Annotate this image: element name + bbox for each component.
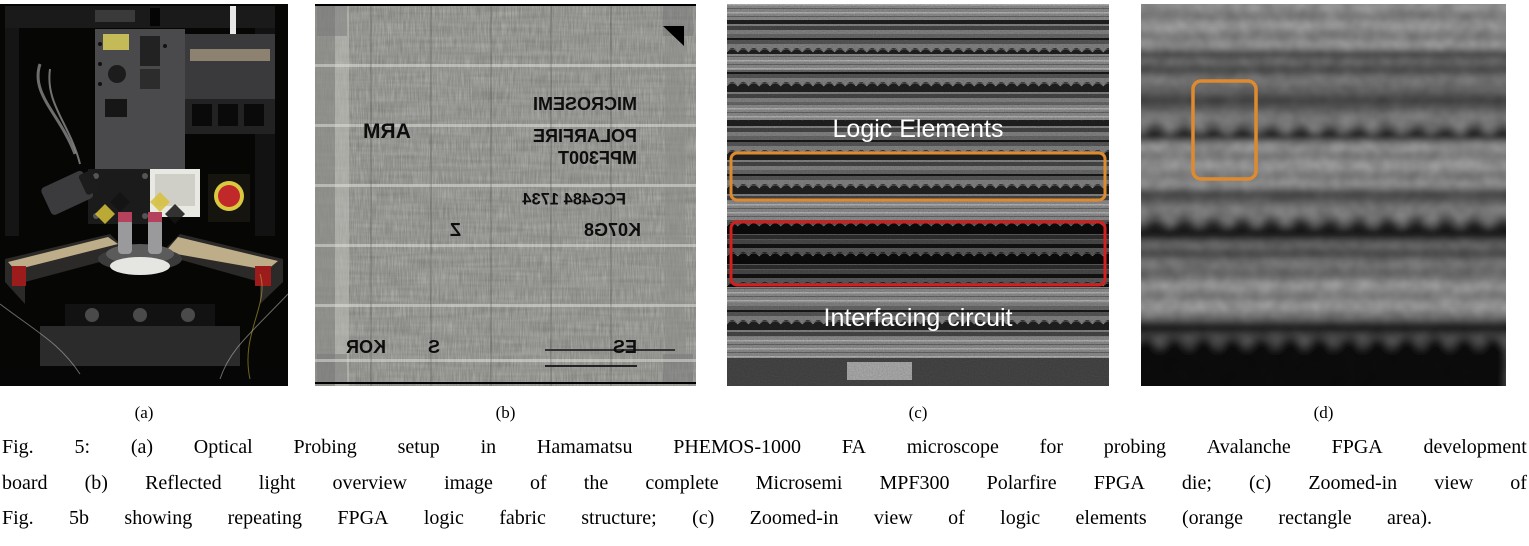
svg-text:S: S <box>428 337 440 357</box>
svg-text:K07G8: K07G8 <box>584 220 641 240</box>
svg-text:MICROSEMI: MICROSEMI <box>533 94 637 114</box>
svg-text:MPF300T: MPF300T <box>558 148 637 168</box>
svg-text:FCG484 1734: FCG484 1734 <box>522 191 626 209</box>
svg-text:KOR: KOR <box>346 337 386 357</box>
svg-text:Interfacing circuit: Interfacing circuit <box>824 304 1013 332</box>
svg-text:ES: ES <box>613 337 637 357</box>
svg-text:Z: Z <box>450 220 461 240</box>
svg-text:POLARFIRE: POLARFIRE <box>533 126 637 146</box>
svg-text:ARM: ARM <box>363 120 411 143</box>
svg-text:Logic Elements: Logic Elements <box>833 115 1004 143</box>
